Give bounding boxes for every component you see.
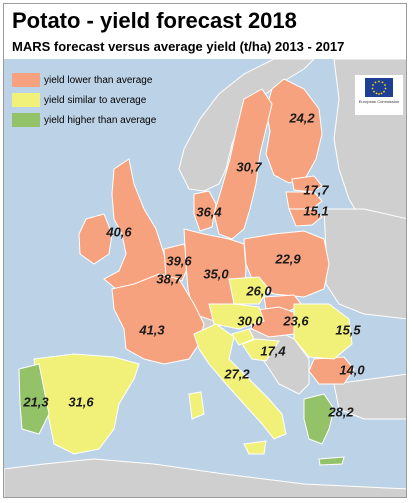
region-czechia [228, 276, 270, 305]
region-bulgaria [308, 356, 355, 385]
map-title: Potato - yield forecast 2018 [12, 8, 297, 33]
value-label-finland: 24,2 [289, 110, 315, 126]
legend: yield lower than average yield similar t… [8, 68, 173, 133]
legend-swatch-lower [12, 73, 40, 87]
value-label-lithuania: 15,1 [303, 203, 329, 219]
similar-yield-regions [33, 276, 353, 455]
value-label-czechia: 26,0 [246, 283, 272, 299]
value-label-slovenia: 17,4 [260, 343, 286, 359]
region-france [111, 273, 205, 365]
map-panel: Potato - yield forecast 2018 MARS foreca… [3, 3, 407, 498]
european-commission-logo: European Commission [354, 74, 404, 116]
value-label-ireland: 40,6 [106, 224, 132, 240]
region-greece [303, 393, 335, 445]
region-ireland [78, 213, 113, 265]
value-label-hungary: 23,6 [283, 313, 309, 329]
region-italy [193, 323, 287, 440]
legend-label-similar: yield similar to average [44, 94, 147, 106]
region-benelux [163, 243, 190, 282]
legend-label-higher: yield higher than average [44, 114, 157, 126]
value-label-austria: 30,0 [237, 313, 263, 329]
value-label-germany: 35,0 [203, 266, 229, 282]
higher-yield-regions [18, 363, 345, 466]
region-spain [33, 353, 140, 455]
value-label-portugal: 21,3 [23, 394, 49, 410]
value-label-france: 41,3 [139, 322, 165, 338]
lower-yield-regions [78, 78, 355, 385]
value-label-denmark: 36,4 [196, 204, 222, 220]
region-crete [318, 456, 345, 466]
map-subtitle: MARS forecast versus average yield (t/ha… [12, 39, 345, 54]
value-label-greece: 28,2 [328, 404, 354, 420]
region-estonia [291, 175, 323, 193]
legend-label-lower: yield lower than average [44, 74, 153, 86]
value-label-sweden: 30,7 [236, 159, 262, 175]
region-latvia [285, 191, 323, 210]
region-romania [293, 303, 353, 360]
value-label-latvia: 17,7 [303, 182, 329, 198]
legend-item-similar: yield similar to average [8, 90, 173, 110]
legend-item-higher: yield higher than average [8, 110, 173, 130]
value-label-poland: 22,9 [275, 251, 301, 267]
value-label-italy: 27,2 [224, 366, 250, 382]
eu-flag-icon [365, 78, 393, 97]
region-sicily [243, 440, 267, 455]
value-label-spain: 31,6 [68, 394, 94, 410]
legend-swatch-similar [12, 93, 40, 107]
north-africa [4, 458, 406, 497]
value-label-belgium: 39,6 [166, 253, 192, 269]
region-sweden [213, 88, 273, 240]
region-slovenia [231, 328, 255, 346]
region-lithuania [288, 208, 323, 227]
value-label-luxembourg: 38,7 [156, 271, 182, 287]
region-croatia [241, 338, 280, 362]
region-portugal [18, 363, 50, 435]
region-sardinia [188, 391, 205, 420]
value-label-romania: 15,5 [335, 322, 361, 338]
region-austria [208, 303, 265, 330]
european-commission-text: European Commission [358, 99, 400, 104]
legend-swatch-higher [12, 113, 40, 127]
turkey [333, 373, 406, 420]
region-denmark [193, 190, 217, 232]
legend-item-lower: yield lower than average [8, 70, 173, 90]
value-label-bulgaria: 14,0 [339, 362, 365, 378]
